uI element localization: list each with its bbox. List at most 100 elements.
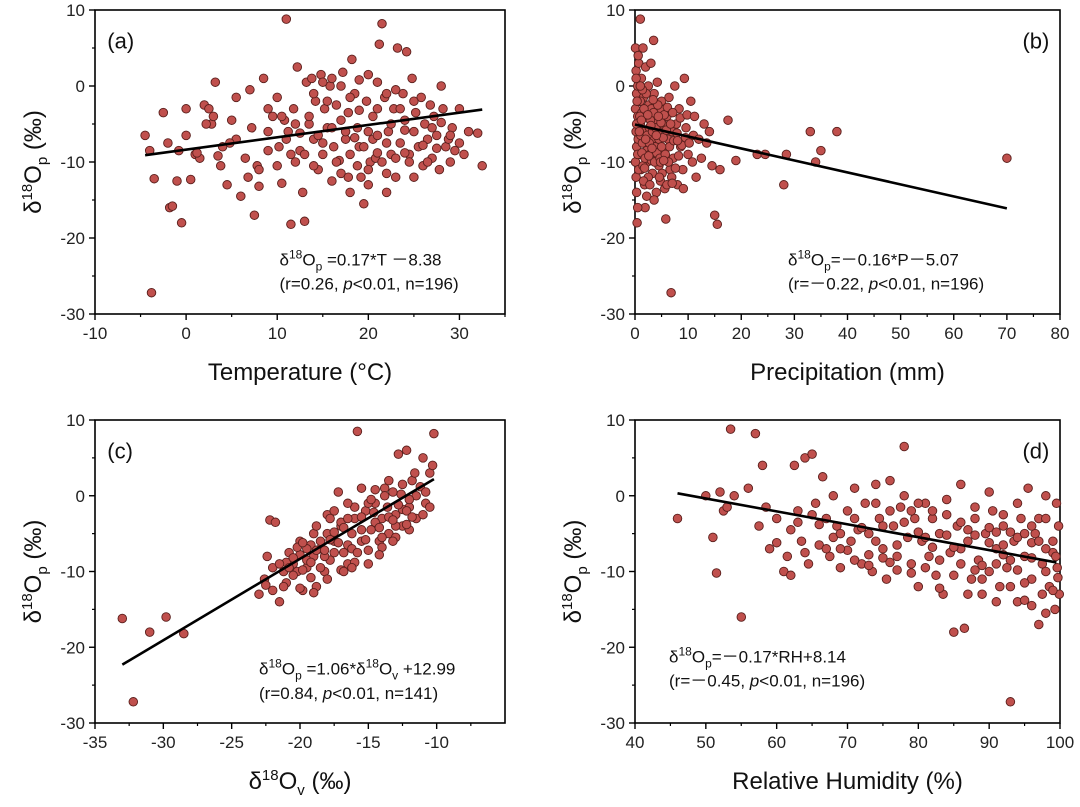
- x-tick-label: 80: [1051, 324, 1070, 343]
- x-tick-label: 10: [268, 324, 287, 343]
- scatter-point: [331, 100, 342, 110]
- stats-p: p: [749, 672, 759, 691]
- scatter-point: [140, 130, 150, 141]
- scatter-point: [204, 104, 214, 114]
- scatter-point: [899, 517, 909, 528]
- regression-line: [677, 492, 1057, 564]
- scatter-point: [786, 570, 796, 581]
- scatter-point: [290, 119, 301, 129]
- scatter-point: [286, 219, 296, 230]
- scatter-point: [670, 81, 680, 91]
- scatter-point: [1041, 491, 1051, 501]
- scatter-point: [849, 483, 860, 493]
- eq-o: O: [692, 647, 705, 666]
- regression-equation: δ18Op =0.17*T －8.38: [280, 247, 442, 273]
- scatter-point: [262, 551, 272, 562]
- y-axis-title: δ18Op (‰): [19, 110, 51, 214]
- y-tick-label: -10: [60, 563, 85, 582]
- scatter-point: [254, 181, 264, 192]
- scatter-point: [347, 562, 357, 573]
- scatter-point: [434, 164, 445, 175]
- scatter-point: [185, 174, 196, 185]
- scatter-point: [277, 111, 287, 122]
- scatter-point: [338, 67, 348, 78]
- scatter-point: [934, 555, 945, 565]
- scatter-point: [388, 487, 398, 497]
- scatter-point: [328, 142, 339, 152]
- x-tick-label: 60: [944, 324, 963, 343]
- y-tick-label: 10: [66, 1, 85, 20]
- scatter-point: [754, 521, 764, 531]
- eq-sub: p: [295, 669, 302, 683]
- scatter-point: [1023, 483, 1033, 493]
- scatter-point: [352, 547, 363, 558]
- scatter-point: [210, 77, 221, 87]
- scatter-point: [711, 568, 722, 578]
- scatter-point: [673, 151, 684, 161]
- scatter-point: [1030, 528, 1040, 539]
- scatter-point: [1037, 589, 1048, 599]
- scatter-point: [336, 81, 346, 91]
- scatter-point: [213, 151, 223, 161]
- eq-o: O: [811, 250, 824, 269]
- scatter-point: [648, 35, 659, 46]
- eq-rhs: =1.06*δ: [302, 660, 366, 679]
- eq-sub: p: [824, 259, 831, 273]
- scatter-point: [368, 111, 378, 122]
- stats-pre: (r=－0.22,: [788, 275, 869, 294]
- scatter-point: [963, 589, 973, 599]
- scatter-point: [1026, 600, 1037, 611]
- scatter-point: [395, 104, 405, 114]
- scatter-point: [1026, 521, 1037, 531]
- scatter-point: [881, 574, 892, 584]
- scatter-point: [311, 521, 322, 531]
- scatter-point: [336, 115, 346, 125]
- eq-o: O: [282, 660, 295, 679]
- y-tick-label: 10: [606, 411, 625, 430]
- scatter-point: [363, 545, 374, 556]
- scatter-point: [949, 570, 959, 581]
- scatter-point: [709, 210, 720, 220]
- scatter-point: [1050, 604, 1060, 615]
- y-tick-label: 10: [606, 1, 625, 20]
- scatter-point: [652, 77, 663, 87]
- scatter-point: [924, 551, 934, 562]
- scatter-point: [782, 551, 793, 562]
- stats-p: p: [342, 275, 352, 294]
- scatter-point: [871, 479, 881, 490]
- scatter-point: [864, 528, 874, 539]
- eq-sup: 18: [678, 644, 692, 658]
- scatter-point: [786, 525, 796, 535]
- scatter-point: [307, 73, 317, 84]
- scatter-point: [672, 513, 683, 524]
- scatter-point: [343, 107, 354, 118]
- scatter-point: [1002, 153, 1012, 163]
- scatter-point: [163, 138, 173, 148]
- scatter-point: [846, 536, 856, 546]
- scatter-point: [835, 528, 846, 539]
- scatter-point: [906, 506, 917, 516]
- scatter-point: [381, 187, 392, 198]
- eq-rhs-sup: 18: [366, 657, 380, 671]
- scatter-point: [338, 547, 349, 558]
- scatter-point: [374, 550, 385, 560]
- scatter-point: [254, 164, 264, 175]
- scatter-point: [245, 85, 255, 95]
- eq-sub: p: [705, 656, 712, 670]
- scatter-point: [949, 627, 959, 637]
- scatter-point: [725, 424, 736, 434]
- scatter-point: [343, 498, 353, 509]
- scatter-point: [322, 96, 333, 106]
- y-tick-label: -10: [600, 563, 625, 582]
- regression-equation: δ18Op=－0.17*RH+8.14: [669, 644, 846, 670]
- x-tick-label: 0: [181, 324, 190, 343]
- scatter-point: [885, 557, 895, 568]
- scatter-point: [149, 173, 159, 184]
- scatter-point: [987, 506, 998, 516]
- y-tick-label: -10: [600, 153, 625, 172]
- scatter-point: [336, 168, 346, 179]
- x-tick-label: 50: [696, 733, 715, 752]
- scatter-point: [991, 597, 1002, 607]
- scatter-point: [805, 126, 816, 137]
- scatter-point: [684, 138, 694, 148]
